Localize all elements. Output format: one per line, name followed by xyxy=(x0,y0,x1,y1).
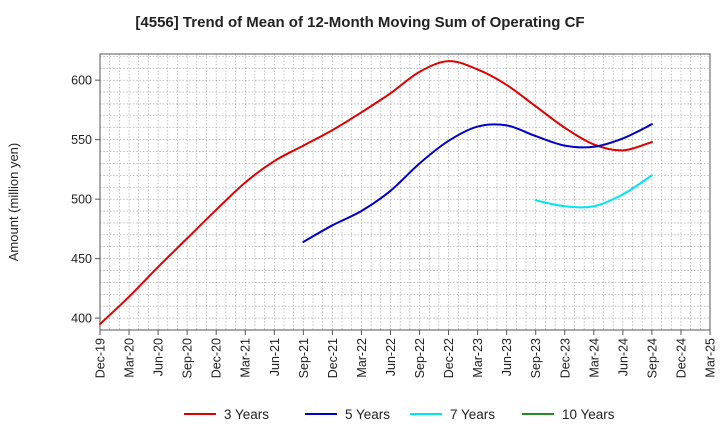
x-tick-label: Dec-20 xyxy=(210,338,224,378)
x-tick-label: Sep-24 xyxy=(645,338,659,378)
x-tick-label: Jun-22 xyxy=(384,338,398,376)
x-tick-label: Jun-20 xyxy=(152,338,166,376)
chart-title: [4556] Trend of Mean of 12-Month Moving … xyxy=(135,14,585,31)
legend-label-5-years: 5 Years xyxy=(345,407,390,422)
series-line-7-years xyxy=(534,174,653,209)
legend-label-3-years: 3 Years xyxy=(224,407,269,422)
x-tick-label: Jun-21 xyxy=(268,338,282,376)
y-tick-label: 600 xyxy=(71,74,92,88)
x-tick-label: Jun-24 xyxy=(616,338,630,376)
x-tick-label: Sep-21 xyxy=(297,338,311,378)
x-tick-label: Dec-19 xyxy=(94,338,108,378)
plot-frame xyxy=(99,53,711,331)
x-tick-label: Dec-24 xyxy=(674,338,688,378)
y-tick-label: 450 xyxy=(71,252,92,266)
x-tick-label: Dec-23 xyxy=(558,338,572,378)
legend-label-10-years: 10 Years xyxy=(562,407,615,422)
y-tick-label: 400 xyxy=(71,312,92,326)
x-tick-label: Mar-23 xyxy=(471,338,485,378)
series-line-5-years xyxy=(302,123,653,243)
x-tick-label: Mar-20 xyxy=(123,338,137,378)
series-line-3-years xyxy=(99,60,653,326)
y-tick-label: 500 xyxy=(71,193,92,207)
x-tick-label: Mar-25 xyxy=(704,338,718,378)
x-tick-label: Dec-22 xyxy=(442,338,456,378)
x-tick-label: Dec-21 xyxy=(326,338,340,378)
y-tick-label: 550 xyxy=(71,133,92,147)
x-tick-label: Sep-22 xyxy=(413,338,427,378)
x-tick-label: Mar-21 xyxy=(239,338,253,378)
x-tick-label: Jun-23 xyxy=(500,338,514,376)
x-tick-label: Sep-23 xyxy=(529,338,543,378)
plot-background xyxy=(100,54,710,330)
legend-label-7-years: 7 Years xyxy=(450,407,495,422)
y-axis-label: Amount (million yen) xyxy=(4,143,28,262)
y-axis-label-text: Amount (million yen) xyxy=(6,143,21,262)
x-tick-label: Mar-22 xyxy=(355,338,369,378)
x-tick-label: Mar-24 xyxy=(587,338,601,378)
y-axis-label-svg: Amount (million yen) xyxy=(6,143,21,262)
x-tick-label: Sep-20 xyxy=(181,338,195,378)
